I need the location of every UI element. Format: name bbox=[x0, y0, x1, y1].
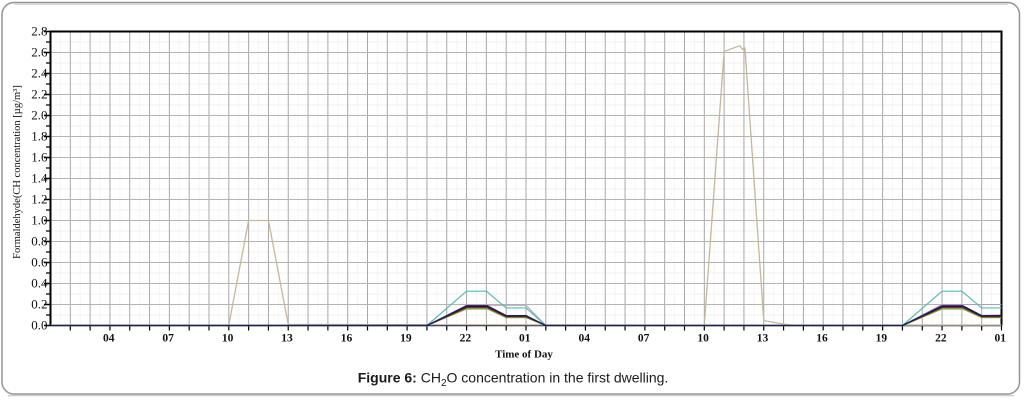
svg-text:07: 07 bbox=[638, 333, 650, 345]
svg-text:2.4: 2.4 bbox=[31, 66, 48, 81]
svg-text:0.2: 0.2 bbox=[31, 297, 47, 312]
svg-text:04: 04 bbox=[578, 333, 590, 345]
svg-text:10: 10 bbox=[697, 333, 709, 345]
svg-text:19: 19 bbox=[876, 333, 888, 345]
svg-text:1.6: 1.6 bbox=[31, 150, 48, 165]
svg-text:Time of Day: Time of Day bbox=[495, 349, 553, 361]
svg-text:13: 13 bbox=[757, 333, 769, 345]
svg-text:1.2: 1.2 bbox=[31, 192, 47, 207]
svg-text:01: 01 bbox=[519, 333, 531, 345]
svg-text:16: 16 bbox=[816, 333, 828, 345]
svg-text:Formaldehyde(CH concentration: Formaldehyde(CH concentration [µg/m³] bbox=[12, 85, 23, 259]
svg-text:22: 22 bbox=[460, 333, 472, 345]
svg-text:0.4: 0.4 bbox=[31, 276, 48, 291]
svg-text:0.0: 0.0 bbox=[31, 318, 47, 333]
svg-text:22: 22 bbox=[935, 333, 947, 345]
svg-text:01: 01 bbox=[995, 333, 1007, 345]
svg-text:13: 13 bbox=[281, 333, 293, 345]
svg-text:16: 16 bbox=[341, 333, 353, 345]
svg-text:2.0: 2.0 bbox=[31, 108, 47, 123]
svg-text:Figure 6: CH2O concentration i: Figure 6: CH2O concentration in the firs… bbox=[358, 370, 669, 390]
svg-text:2.2: 2.2 bbox=[31, 87, 47, 102]
svg-text:1.8: 1.8 bbox=[31, 129, 47, 144]
svg-text:04: 04 bbox=[103, 333, 115, 345]
svg-text:0.6: 0.6 bbox=[31, 255, 48, 270]
svg-text:19: 19 bbox=[400, 333, 412, 345]
svg-text:0.8: 0.8 bbox=[31, 234, 47, 249]
svg-text:1.0: 1.0 bbox=[31, 213, 47, 228]
svg-text:2.6: 2.6 bbox=[31, 45, 48, 60]
svg-text:2.8: 2.8 bbox=[31, 24, 47, 39]
svg-text:07: 07 bbox=[162, 333, 174, 345]
svg-text:1.4: 1.4 bbox=[31, 171, 48, 186]
svg-text:10: 10 bbox=[222, 333, 234, 345]
